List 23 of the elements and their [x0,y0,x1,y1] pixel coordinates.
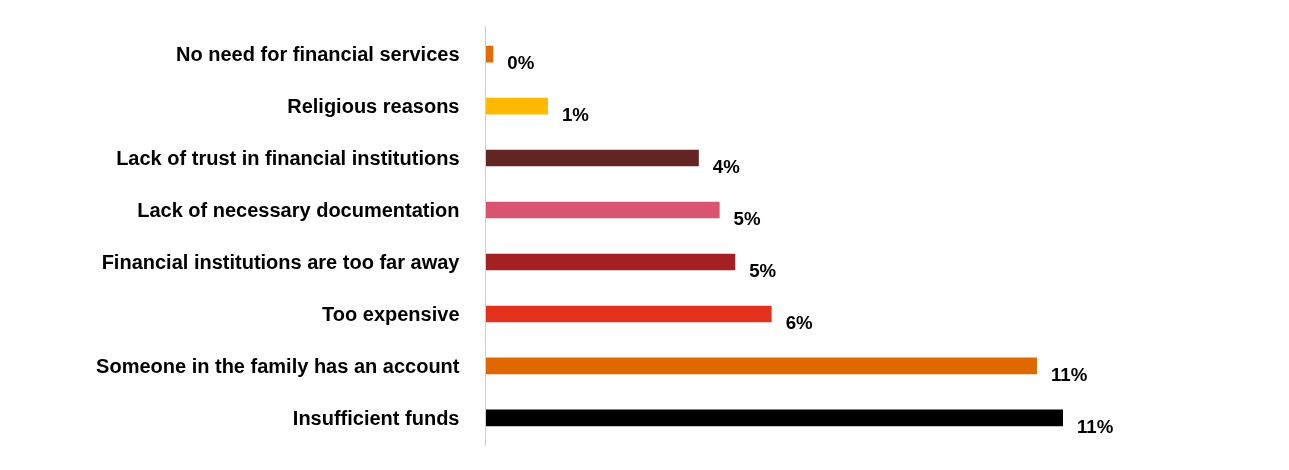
data-label: 11% [1077,415,1114,437]
y-tick-label: Financial institutions are too far away [101,250,461,273]
data-label: 5% [733,207,761,229]
bar [485,253,736,271]
y-tick-label: Someone in the family has an account [96,354,460,377]
y-tick-label: Religious reasons [287,95,460,118]
bar [485,409,1063,427]
bar [485,149,699,167]
data-label: 4% [712,155,741,177]
data-label: 5% [749,259,777,281]
data-label: 0% [507,51,535,73]
data-label: 11% [1050,363,1088,385]
bar [485,97,548,115]
y-tick-label: Insufficient funds [292,406,460,429]
data-label: 1% [561,103,590,125]
bar [485,357,1037,375]
y-tick-label: Too expensive [322,302,460,325]
data-label: 6% [785,311,814,333]
bar [485,201,720,219]
y-tick-label: Lack of necessary documentation [137,199,460,222]
y-tick-label: Lack of trust in financial institutions [116,147,460,170]
y-tick-label: No need for financial services [176,43,460,66]
bar [485,305,772,323]
